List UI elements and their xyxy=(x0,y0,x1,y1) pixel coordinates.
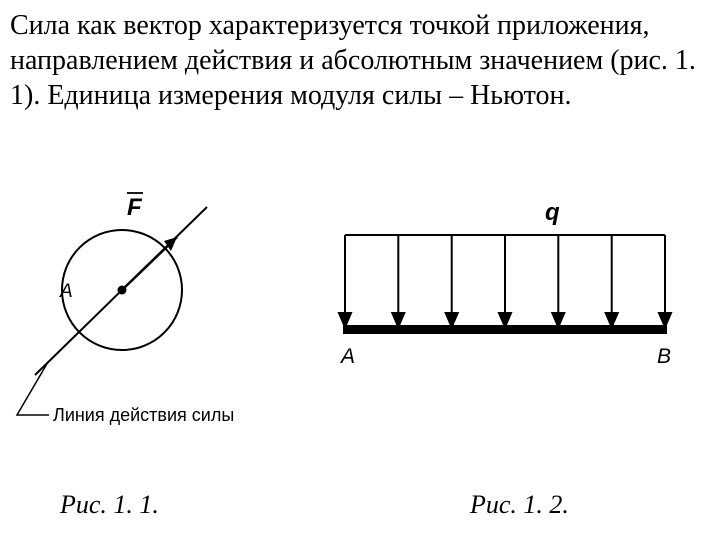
load-arrow xyxy=(606,235,618,327)
body-paragraph: Сила как вектор характеризуется точкой п… xyxy=(10,8,710,113)
figure-1: F A Линия действия силы xyxy=(5,175,305,465)
load-arrow xyxy=(499,235,511,327)
figure-1-caption: Рис. 1. 1. xyxy=(60,490,159,520)
application-point xyxy=(118,286,127,295)
load-arrow xyxy=(552,235,564,327)
label-b: B xyxy=(657,345,671,368)
label-load-q: q xyxy=(545,199,560,226)
label-force: F xyxy=(127,194,143,221)
figure-2-caption: Рис. 1. 2. xyxy=(470,490,569,520)
load-arrows xyxy=(339,235,671,327)
label-point-a: A xyxy=(59,281,73,302)
load-arrow xyxy=(339,235,351,327)
label-a: A xyxy=(339,345,355,368)
callout-line xyxy=(17,362,49,415)
label-line-of-action: Линия действия силы xyxy=(53,405,234,425)
load-arrow xyxy=(446,235,458,327)
beam xyxy=(343,325,667,334)
figure-2: q A B xyxy=(315,175,715,465)
figures-row: F A Линия действия силы q A B xyxy=(0,175,720,475)
load-arrow xyxy=(659,235,671,327)
load-arrow xyxy=(392,235,404,327)
